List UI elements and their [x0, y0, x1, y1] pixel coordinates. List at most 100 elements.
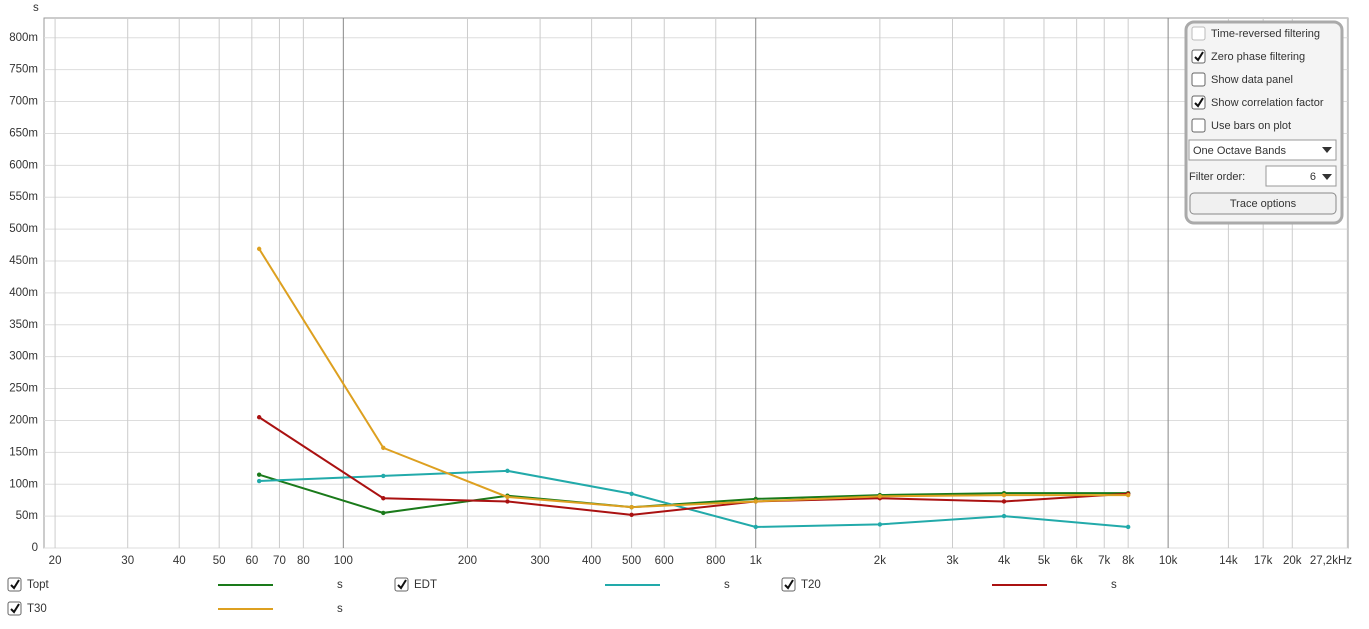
legend-name: T30	[27, 603, 47, 615]
y-tick-label: 800m	[9, 32, 38, 44]
data-point	[256, 478, 262, 484]
y-tick-label: 650m	[9, 127, 38, 139]
x-tick-label: 5k	[1038, 555, 1050, 567]
series-line	[258, 473, 1129, 514]
check-mark	[397, 579, 407, 590]
y-tick-label: 50m	[16, 510, 38, 522]
data-point	[629, 512, 634, 518]
dropdown-arrow	[1322, 147, 1332, 153]
x-tick-label: 8k	[1122, 555, 1134, 567]
x-tick-label: 17k	[1254, 555, 1273, 567]
x-tick-label: 14k	[1219, 555, 1238, 567]
y-tick-label: 450m	[9, 255, 38, 267]
x-tick-label: 6k	[1071, 555, 1083, 567]
legend-unit: s	[337, 603, 343, 615]
y-tick-label: 750m	[9, 64, 38, 76]
series-line	[258, 416, 1129, 516]
data-point	[629, 491, 634, 496]
x-tick-label: 30	[121, 555, 134, 567]
data-point	[256, 472, 262, 477]
x-tick-label: 50	[213, 555, 226, 567]
y-tick-label: 350m	[9, 319, 38, 331]
filter-order-value: 6	[1310, 171, 1316, 183]
x-tick-label: 20	[49, 555, 62, 567]
data-point	[753, 499, 758, 504]
data-point	[877, 494, 883, 499]
check-mark	[1194, 97, 1204, 108]
x-tick-label: 1k	[750, 555, 762, 567]
x-tick-label: 60	[245, 555, 258, 567]
x-tick-label: 500	[622, 555, 641, 567]
data-point	[505, 468, 510, 474]
y-tick-label: 300m	[9, 351, 38, 363]
legend-name: Topt	[27, 579, 50, 591]
data-point	[877, 522, 883, 527]
option-label: Time-reversed filtering	[1211, 28, 1320, 40]
trace-options-label: Trace options	[1230, 198, 1297, 210]
option-label: Zero phase filtering	[1211, 51, 1305, 63]
legend-name: EDT	[414, 579, 437, 591]
x-tick-label: 27,2kHz	[1310, 555, 1352, 567]
data-point	[1125, 492, 1131, 498]
data-point	[753, 524, 758, 530]
filter-order-label: Filter order:	[1189, 171, 1245, 183]
data-point	[381, 473, 386, 479]
data-point	[629, 504, 634, 510]
data-point	[1001, 513, 1007, 519]
option-checkbox[interactable]	[1191, 26, 1206, 41]
y-tick-label: 400m	[9, 287, 38, 299]
check-mark	[784, 579, 794, 590]
x-tick-label: 70	[273, 555, 286, 567]
y-tick-label: 700m	[9, 96, 38, 108]
option-label: Show data panel	[1211, 74, 1293, 86]
data-point	[1001, 492, 1007, 498]
trace-options-button[interactable]	[1189, 192, 1337, 215]
data-point	[505, 494, 510, 500]
y-tick-label: 0	[32, 542, 38, 554]
data-point	[381, 496, 386, 501]
data-point	[1001, 499, 1007, 504]
x-tick-label: 40	[173, 555, 186, 567]
dropdown-arrow	[1322, 174, 1332, 180]
band-select-text: One Octave Bands	[1193, 145, 1286, 157]
data-point	[381, 445, 386, 451]
band-select[interactable]	[1188, 139, 1337, 161]
y-tick-label: 250m	[9, 383, 38, 395]
x-tick-label: 300	[531, 555, 550, 567]
x-tick-label: 20k	[1283, 555, 1302, 567]
data-point	[256, 246, 262, 252]
series-line	[259, 469, 1129, 528]
x-tick-label: 7k	[1098, 555, 1110, 567]
y-tick-label: 200m	[9, 414, 38, 426]
data-point	[256, 415, 262, 420]
data-point	[1125, 524, 1131, 530]
x-tick-label: 800	[706, 555, 725, 567]
y-tick-label: 100m	[9, 478, 38, 490]
x-tick-label: 400	[582, 555, 601, 567]
x-tick-label: 3k	[946, 555, 958, 567]
x-tick-label: 4k	[998, 555, 1010, 567]
y-tick-label: 150m	[9, 446, 38, 458]
x-tick-label: 100	[334, 555, 353, 567]
option-checkbox[interactable]	[1191, 72, 1206, 87]
x-tick-label: 2k	[874, 555, 886, 567]
check-mark	[10, 603, 20, 614]
option-label: Show correlation factor	[1211, 97, 1324, 109]
y-tick-label: 550m	[9, 191, 38, 203]
data-point	[381, 510, 386, 516]
option-checkbox[interactable]	[1191, 118, 1206, 133]
y-tick-label: 600m	[9, 159, 38, 171]
y-tick-label: 500m	[9, 223, 38, 235]
filter-order-input[interactable]	[1265, 165, 1337, 187]
legend-unit: s	[1111, 579, 1117, 591]
series-line	[258, 248, 1129, 509]
x-tick-label: 10k	[1159, 555, 1178, 567]
x-tick-label: 600	[655, 555, 674, 567]
x-tick-label: 200	[458, 555, 477, 567]
check-mark	[10, 579, 20, 590]
check-mark	[1194, 51, 1204, 62]
data-point	[505, 499, 510, 504]
x-tick-label: 80	[297, 555, 310, 567]
plot-area	[43, 17, 1349, 549]
